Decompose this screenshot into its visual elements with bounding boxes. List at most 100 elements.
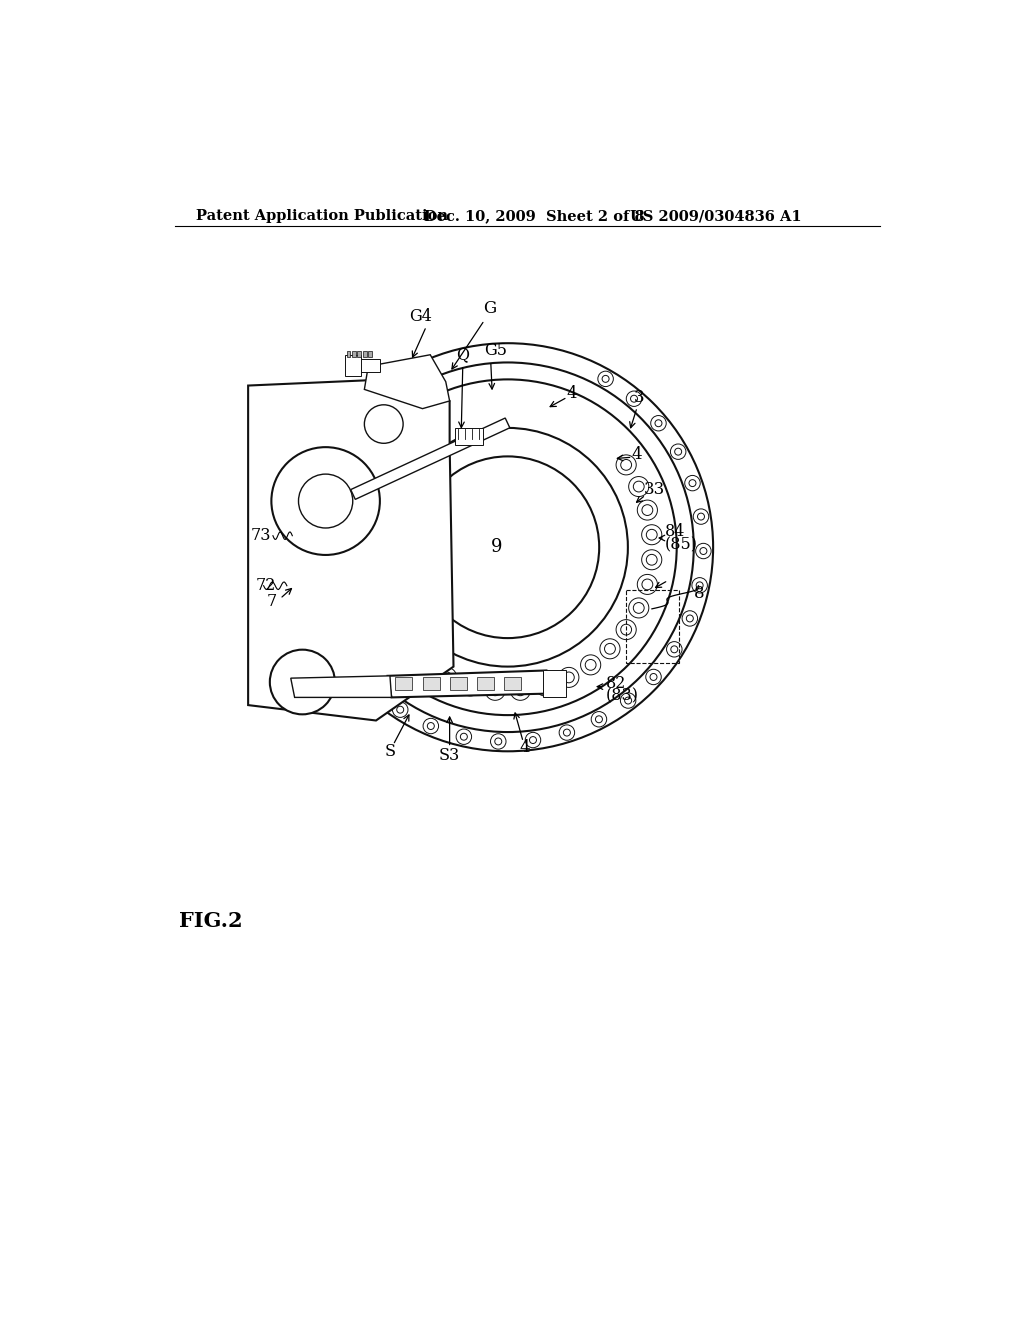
Text: G5: G5 [484,342,508,359]
Polygon shape [291,676,391,697]
Circle shape [358,554,370,565]
Circle shape [456,729,472,744]
Circle shape [305,524,321,540]
Circle shape [325,626,340,640]
Circle shape [596,715,602,723]
Text: US 2009/0304836 A1: US 2009/0304836 A1 [630,209,802,223]
Circle shape [353,525,374,545]
Circle shape [646,554,657,565]
Circle shape [495,738,502,744]
Polygon shape [350,418,510,499]
Circle shape [646,529,657,540]
Wedge shape [302,343,713,751]
Circle shape [536,676,555,696]
Circle shape [485,680,505,701]
Polygon shape [365,355,450,409]
Text: S: S [384,743,395,760]
Circle shape [489,685,501,696]
Circle shape [423,718,438,734]
Circle shape [315,495,322,502]
Circle shape [686,615,693,622]
Circle shape [598,371,613,387]
Circle shape [600,639,620,659]
Circle shape [270,649,335,714]
Circle shape [621,693,636,709]
Circle shape [695,544,711,558]
Circle shape [420,660,430,671]
Text: Q: Q [457,346,469,363]
Circle shape [642,525,662,545]
Circle shape [327,462,334,469]
Circle shape [629,477,649,496]
Bar [626,590,679,663]
Circle shape [642,549,662,570]
Circle shape [525,733,541,747]
Circle shape [310,491,327,506]
Text: 73: 73 [251,527,271,544]
Bar [395,677,413,689]
Circle shape [384,624,395,635]
Circle shape [642,579,652,590]
Text: 8: 8 [694,585,705,602]
Circle shape [697,513,705,520]
Text: G: G [483,300,497,317]
Circle shape [323,458,338,474]
Circle shape [646,669,662,685]
Circle shape [395,639,416,659]
Circle shape [700,548,707,554]
Circle shape [675,449,682,455]
Circle shape [271,447,380,554]
Text: Patent Application Publication: Patent Application Publication [197,209,449,223]
Circle shape [616,455,636,475]
Circle shape [358,574,378,594]
Circle shape [581,655,601,675]
Circle shape [362,504,374,516]
Circle shape [379,619,399,640]
Bar [504,677,521,689]
Circle shape [372,602,382,614]
Text: (83): (83) [605,688,638,705]
Bar [362,351,367,358]
Circle shape [693,510,709,524]
Circle shape [591,711,606,727]
Text: 72: 72 [256,577,276,594]
Circle shape [604,643,615,655]
Text: 4: 4 [566,384,577,401]
Text: 4: 4 [632,446,642,463]
Circle shape [312,593,328,609]
Bar [477,677,494,689]
Circle shape [515,685,525,696]
Text: (85): (85) [665,536,698,553]
Circle shape [650,416,667,430]
Circle shape [633,602,644,614]
Circle shape [510,680,530,701]
Circle shape [621,624,632,635]
Circle shape [689,479,696,487]
Circle shape [490,734,506,750]
Circle shape [633,482,644,492]
Circle shape [685,475,700,491]
Circle shape [353,549,374,570]
Bar [450,677,467,689]
Circle shape [616,619,636,640]
Text: FIG.2: FIG.2 [179,911,243,931]
Circle shape [329,630,336,636]
Circle shape [392,702,408,717]
Circle shape [396,706,403,713]
Circle shape [309,564,316,570]
Bar [455,428,483,445]
Circle shape [441,672,452,682]
Text: G4: G4 [410,308,432,325]
Text: S3: S3 [439,747,460,764]
Circle shape [637,500,657,520]
Circle shape [671,645,678,653]
Circle shape [586,660,596,671]
Circle shape [621,459,632,470]
Circle shape [316,597,323,605]
Circle shape [366,681,381,696]
Text: 82: 82 [605,675,626,692]
Circle shape [346,659,353,665]
Circle shape [563,672,574,682]
Text: 3: 3 [634,388,645,405]
Circle shape [529,737,537,743]
